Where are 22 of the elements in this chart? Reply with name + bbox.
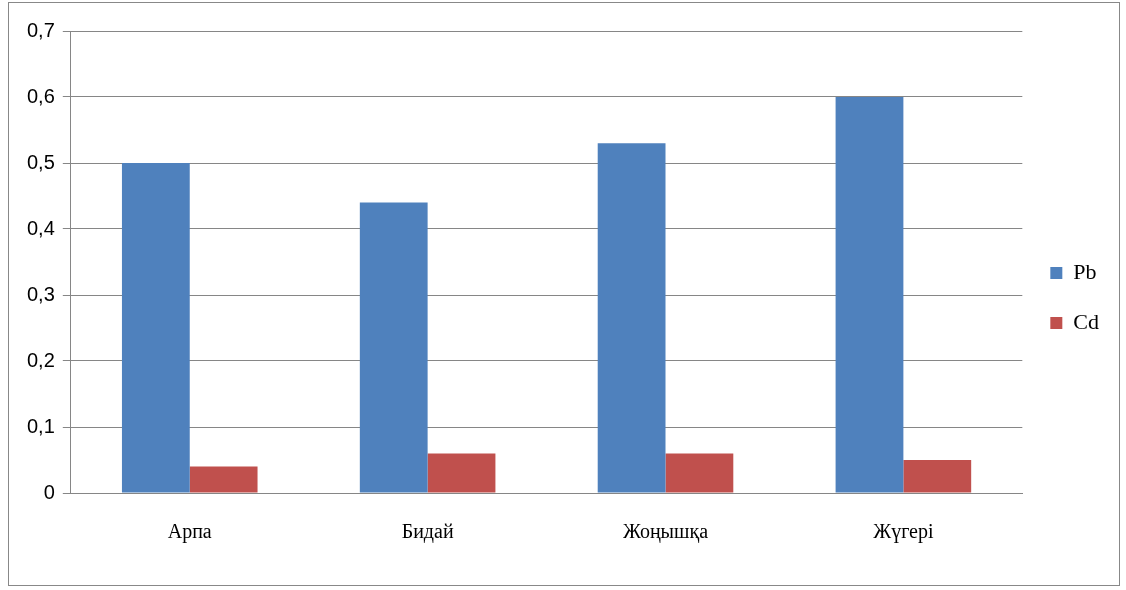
y-tick-label: 0,4 [26,216,55,239]
bar [427,453,496,493]
x-tick-label: Жоңышқа [622,520,709,544]
legend-label: Cd [1073,308,1100,334]
y-tick-label: 0 [43,480,55,503]
y-tick-label: 0,5 [26,150,55,173]
y-tick-label: 0,1 [26,414,55,437]
y-tick-label: 0,2 [26,348,55,371]
bar [359,202,428,493]
bar [597,143,666,493]
y-tick-label: 0,3 [26,282,55,305]
x-tick-label: Бидай [401,520,454,544]
y-tick-label: 0,6 [26,84,55,107]
bar [121,163,190,493]
bar [903,460,972,493]
y-tick-label: 0,7 [26,18,55,41]
bar [189,466,258,493]
x-tick-label: Жүгері [873,520,934,544]
bar [835,97,904,493]
bar [665,453,734,493]
x-tick-label: Арпа [167,520,212,544]
legend-label: Pb [1073,258,1097,284]
